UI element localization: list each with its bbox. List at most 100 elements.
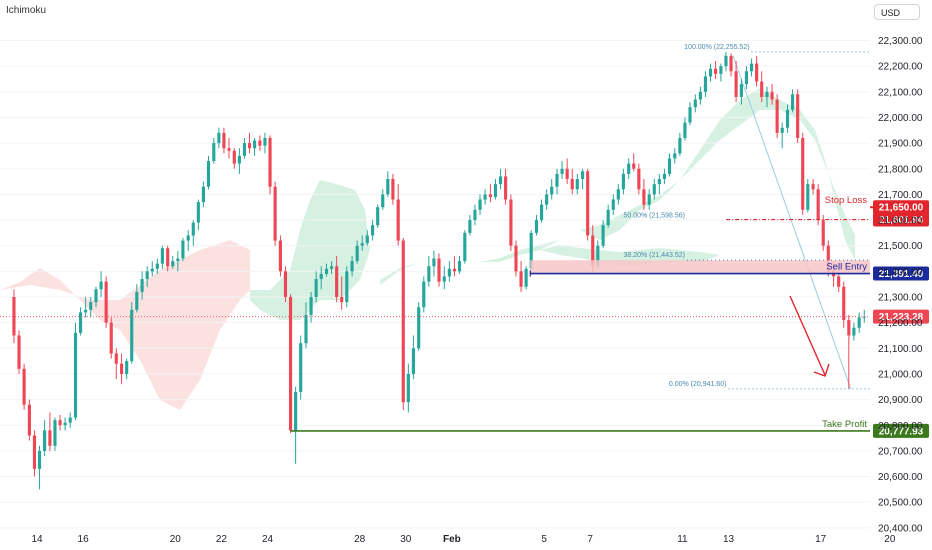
candle-body <box>504 176 508 200</box>
y-tick-label-6: 21,800.00 <box>878 164 923 175</box>
candle-72 <box>376 204 380 228</box>
candle-body <box>350 261 354 272</box>
candle-86 <box>447 261 451 282</box>
candle-5 <box>32 430 37 477</box>
candle-11 <box>63 417 67 431</box>
candle-52 <box>273 181 277 246</box>
candle-110 <box>570 168 574 195</box>
candle-62 <box>324 263 329 277</box>
candle-body <box>468 220 472 233</box>
candle-body <box>683 122 687 138</box>
fib-label-2: 50.00% (21,598.56) <box>624 212 686 219</box>
candle-body <box>601 225 605 246</box>
candle-113 <box>586 168 590 241</box>
candle-body <box>27 404 31 436</box>
candle-38 <box>201 181 205 208</box>
candle-23 <box>125 358 129 380</box>
candle-166 <box>857 312 861 333</box>
candle-body <box>719 66 723 74</box>
candle-body <box>816 189 820 221</box>
candle-17 <box>94 286 98 308</box>
candle-body <box>545 194 549 205</box>
candle-74 <box>386 171 390 197</box>
candle-body <box>114 353 118 364</box>
candle-body <box>37 450 42 469</box>
candle-body <box>314 279 318 297</box>
cloud-region-1 <box>0 240 250 410</box>
candle-body <box>417 307 421 349</box>
candle-159 <box>821 214 825 251</box>
candle-152 <box>785 104 790 133</box>
candle-body <box>130 309 134 362</box>
fib-trend-line <box>732 55 852 389</box>
candle-body <box>78 312 83 333</box>
candle-body <box>145 271 149 280</box>
candle-65 <box>340 276 344 310</box>
badge-text: 20,777.93 <box>879 426 924 437</box>
candle-90 <box>468 214 472 236</box>
badge-text: 21,391.40 <box>879 269 924 280</box>
candle-128 <box>662 168 666 185</box>
candle-59 <box>309 291 313 323</box>
candle-158 <box>816 184 820 226</box>
candle-96 <box>498 168 503 190</box>
candle-108 <box>560 161 564 180</box>
y-tick-label-12: 21,200.00 <box>878 318 923 329</box>
candle-141 <box>729 53 733 77</box>
candle-body <box>58 420 62 426</box>
currency-button[interactable]: USD <box>874 4 920 20</box>
indicator-label[interactable]: Ichimoku <box>6 5 47 16</box>
candle-body <box>734 71 738 97</box>
y-tick-label-16: 20,800.00 <box>878 421 923 432</box>
candle-42 <box>222 127 226 154</box>
candle-79 <box>411 335 415 380</box>
candle-body <box>258 140 262 146</box>
axes: 22,300.00 22,200.00 22,100.00 22,000.00 21,9… <box>31 36 923 545</box>
candle-body <box>806 184 810 210</box>
candle-64 <box>335 255 339 303</box>
candle-130 <box>673 148 677 164</box>
candle-body <box>309 297 313 315</box>
y-tick-label-18: 20,600.00 <box>878 472 923 483</box>
candle-body <box>708 68 713 77</box>
y-tick-label-3: 22,100.00 <box>878 87 923 98</box>
candle-32 <box>171 255 175 269</box>
candle-146 <box>755 55 759 87</box>
candle-body <box>227 148 231 151</box>
candle-body <box>519 271 523 287</box>
candle-body <box>68 417 72 423</box>
candle-26 <box>140 271 144 300</box>
candle-132 <box>683 117 687 141</box>
candle-98 <box>509 194 513 251</box>
candle-78 <box>406 363 410 413</box>
sell-entry-zone <box>530 260 870 274</box>
candle-body <box>606 209 610 226</box>
projection-arrow <box>789 295 830 377</box>
candle-16 <box>89 297 93 318</box>
candle-body <box>591 235 595 267</box>
candle-body <box>330 266 334 269</box>
y-tick-label-17: 20,700.00 <box>878 446 923 457</box>
candle-155 <box>801 132 805 215</box>
candle-body <box>355 245 359 262</box>
candle-30 <box>160 245 164 269</box>
candle-body <box>411 348 415 374</box>
y-tick-label-20: 20,400.00 <box>878 523 923 534</box>
candle-body <box>463 232 467 262</box>
candle-57 <box>299 335 303 400</box>
candle-18 <box>99 271 103 297</box>
candle-body <box>242 143 247 156</box>
candle-body <box>432 258 436 267</box>
candle-7 <box>43 420 47 457</box>
candle-body <box>493 184 498 197</box>
candle-body <box>693 99 697 108</box>
candle-body <box>160 248 164 264</box>
candle-156 <box>806 179 810 213</box>
candle-73 <box>381 189 385 210</box>
candle-44 <box>232 148 236 169</box>
candle-58 <box>304 302 308 349</box>
candle-body <box>406 373 410 403</box>
badge-bg <box>873 212 929 227</box>
candle-138 <box>714 61 718 79</box>
